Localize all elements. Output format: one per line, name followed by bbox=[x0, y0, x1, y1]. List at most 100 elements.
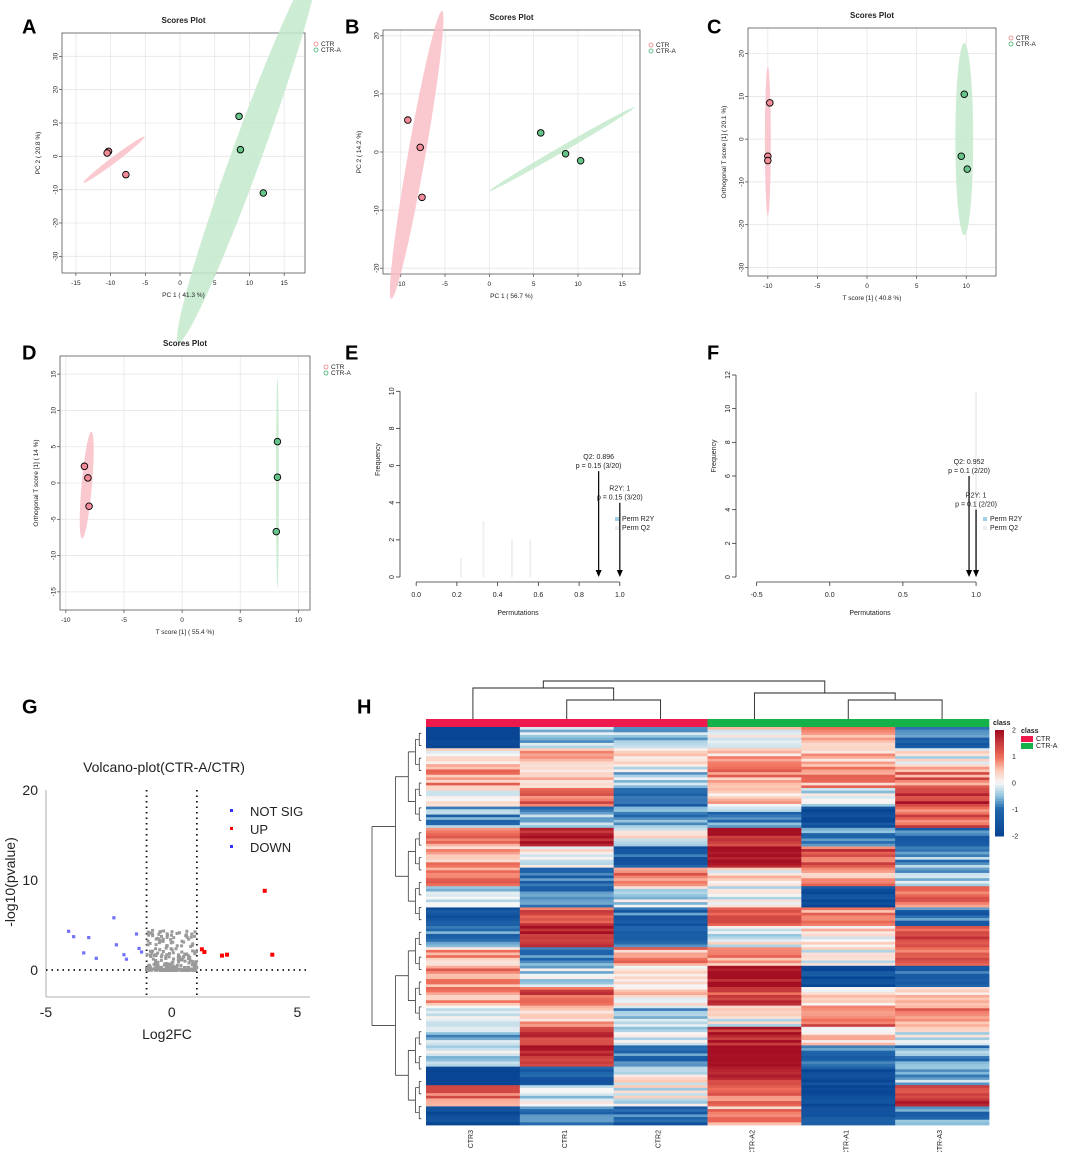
heatmap-cell bbox=[801, 835, 896, 839]
heatmap-cell bbox=[801, 1101, 896, 1105]
heatmap-cell bbox=[613, 819, 708, 823]
heatmap-cell bbox=[519, 1010, 615, 1014]
heatmap-cell bbox=[613, 1069, 708, 1073]
heatmap-cell bbox=[707, 912, 802, 916]
heatmap-cell bbox=[519, 880, 615, 884]
not-sig-point bbox=[161, 937, 165, 941]
legend-swatch bbox=[983, 517, 987, 521]
heatmap-cell bbox=[801, 1106, 896, 1110]
x-tick-label: 15 bbox=[281, 280, 289, 287]
heatmap-cell bbox=[613, 920, 708, 924]
heatmap-cell bbox=[895, 923, 990, 927]
heatmap-cell bbox=[895, 1005, 990, 1009]
legend-swatch bbox=[983, 526, 987, 530]
heatmap-cell bbox=[895, 849, 990, 853]
heatmap-cell bbox=[426, 1050, 521, 1054]
heatmap-cell bbox=[613, 904, 708, 908]
heatmap-cell bbox=[426, 912, 521, 916]
x-tick-label: 5 bbox=[532, 281, 536, 288]
not-sig-point bbox=[153, 961, 157, 965]
heatmap-cell bbox=[895, 886, 990, 890]
heatmap-cell bbox=[519, 862, 615, 866]
heatmap-cell bbox=[895, 1101, 990, 1105]
heatmap-cell bbox=[895, 827, 990, 831]
heatmap-cell bbox=[426, 947, 521, 951]
heatmap-cell bbox=[801, 854, 896, 858]
heatmap-cell bbox=[426, 1016, 521, 1020]
heatmap-cell bbox=[801, 729, 896, 733]
heatmap-cell bbox=[613, 788, 708, 792]
not-sig-point bbox=[161, 949, 165, 953]
heatmap-cell bbox=[613, 1077, 708, 1081]
heatmap-cell bbox=[895, 782, 990, 786]
y-tick-label: -10 bbox=[739, 177, 746, 187]
legend-marker-ctr bbox=[313, 41, 319, 47]
heatmap-cell bbox=[426, 1117, 521, 1121]
heatmap-cell bbox=[519, 994, 615, 999]
heatmap-cell bbox=[613, 849, 708, 853]
heatmap-cell bbox=[613, 859, 708, 863]
not-sig-point bbox=[180, 958, 184, 962]
heatmap-cell bbox=[519, 1093, 615, 1097]
heatmap-cell bbox=[801, 955, 896, 959]
histogram-bar bbox=[482, 521, 485, 578]
heatmap-cell bbox=[519, 960, 615, 964]
y-tick-label: -10 bbox=[53, 185, 60, 195]
x-tick-label: -5 bbox=[442, 281, 448, 288]
y-axis-label: Orthogonal T score [1] ( 14 %) bbox=[33, 439, 40, 526]
heatmap-cell bbox=[895, 790, 990, 794]
heatmap-cell bbox=[707, 798, 802, 802]
heatmap-cell bbox=[519, 1050, 615, 1054]
not-sig-point bbox=[171, 940, 175, 944]
x-tick-label: 0 bbox=[168, 1004, 176, 1020]
heatmap-cell bbox=[426, 1114, 521, 1118]
heatmap-cell bbox=[895, 1106, 990, 1110]
heatmap-cell bbox=[801, 939, 896, 943]
heatmap-cell bbox=[426, 756, 521, 760]
y-tick-label: -5 bbox=[51, 516, 58, 522]
heatmap-cell bbox=[707, 1037, 802, 1041]
heatmap-cell bbox=[895, 727, 990, 731]
heatmap-cell bbox=[519, 891, 615, 895]
heatmap-cell bbox=[895, 910, 990, 914]
heatmap-cell bbox=[801, 1008, 896, 1012]
heatmap-cell bbox=[895, 753, 990, 757]
heatmap-cell bbox=[707, 907, 802, 911]
heatmap-cell bbox=[895, 899, 990, 903]
heatmap-cell bbox=[613, 1085, 708, 1089]
heatmap-cell bbox=[613, 1048, 708, 1052]
heatmap-cell bbox=[519, 976, 615, 980]
heatmap-cell bbox=[707, 918, 802, 922]
not-sig-point bbox=[189, 944, 193, 948]
heatmap-cell bbox=[613, 886, 708, 890]
heatmap-cell bbox=[426, 825, 521, 829]
heatmap-cell bbox=[801, 1058, 896, 1062]
heatmap-cell bbox=[613, 1114, 708, 1118]
up-point bbox=[262, 888, 267, 893]
heatmap-cell bbox=[801, 819, 896, 823]
heatmap-cell bbox=[426, 963, 521, 967]
down-point bbox=[134, 932, 139, 936]
heatmap-cell bbox=[801, 870, 896, 874]
heatmap-cell bbox=[519, 1077, 615, 1081]
y-tick-label: 20 bbox=[53, 86, 60, 94]
heatmap-cell bbox=[895, 795, 990, 800]
y-tick-label: 20 bbox=[374, 32, 381, 40]
histogram-bar bbox=[460, 558, 462, 578]
not-sig-point bbox=[154, 947, 158, 951]
scores-plot-c: Scores Plot -10 -5 0 5 10 -30 -20 -10 0 10 20 T scor… bbox=[721, 11, 1037, 302]
heatmap-cell bbox=[707, 952, 802, 956]
heatmap-cell bbox=[426, 918, 521, 922]
heatmap-cell bbox=[426, 944, 521, 948]
heatmap-cell bbox=[519, 803, 615, 807]
heatmap-cell bbox=[426, 1087, 521, 1091]
heatmap-cell bbox=[613, 846, 708, 850]
heatmap-cell bbox=[519, 941, 615, 945]
heatmap-cell bbox=[519, 1114, 615, 1118]
heatmap-cell bbox=[707, 1111, 802, 1115]
heatmap-cell bbox=[519, 894, 615, 898]
heatmap-cell bbox=[707, 1087, 802, 1091]
heatmap-cell bbox=[895, 941, 990, 945]
heatmap-cell bbox=[613, 830, 708, 834]
heatmap-cell bbox=[895, 857, 990, 861]
